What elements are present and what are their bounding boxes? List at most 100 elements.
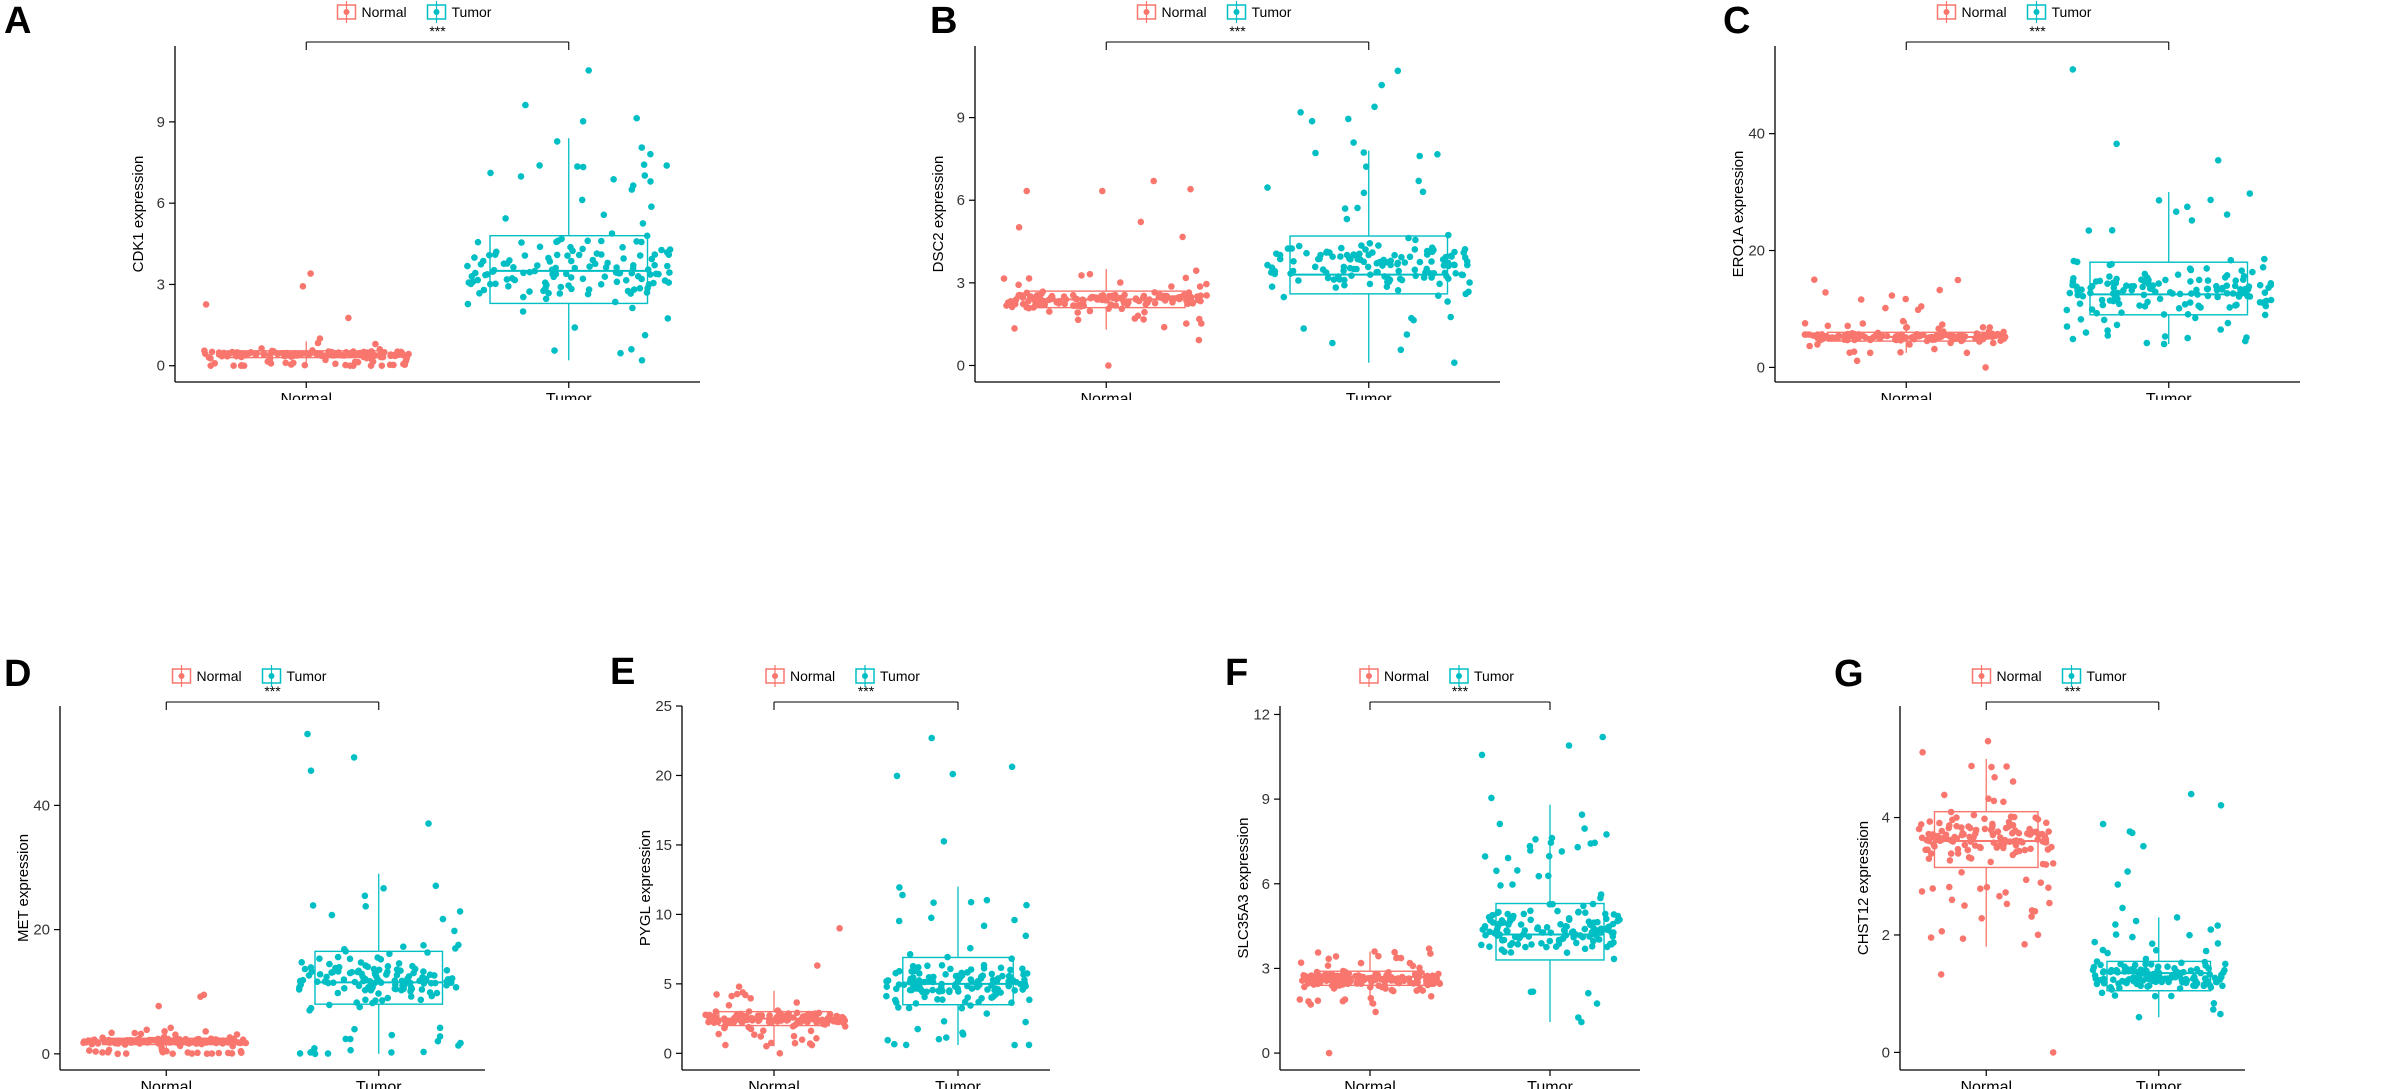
data-point — [1545, 872, 1552, 880]
data-point — [999, 972, 1006, 980]
data-point — [477, 261, 485, 268]
data-point — [940, 838, 948, 845]
data-point — [1426, 270, 1434, 277]
data-point — [1077, 303, 1085, 310]
data-point — [1972, 335, 1979, 342]
data-point — [1989, 831, 1997, 839]
data-point — [1389, 976, 1397, 983]
data-point — [2106, 273, 2113, 280]
data-point — [2032, 814, 2039, 821]
data-point — [567, 274, 575, 281]
data-point — [432, 882, 440, 890]
data-point — [531, 267, 539, 275]
data-point — [1290, 258, 1297, 265]
x-tick-label-tumor: Tumor — [2136, 1079, 2182, 1089]
legend-label-tumor: Tumor — [287, 668, 327, 684]
data-point — [893, 772, 901, 780]
data-point — [520, 269, 527, 277]
data-point — [2219, 284, 2226, 292]
data-point — [1343, 215, 1351, 223]
data-point — [562, 270, 570, 278]
data-point — [1151, 289, 1158, 296]
data-point — [1011, 325, 1018, 332]
data-point — [967, 944, 974, 952]
legend: Normal Tumor — [171, 665, 327, 687]
data-point — [1801, 320, 1809, 327]
data-point — [1604, 924, 1611, 932]
data-point — [1998, 333, 2006, 341]
data-point — [2131, 975, 2139, 983]
data-point — [815, 1009, 823, 1017]
data-point — [1394, 287, 1402, 294]
data-point — [99, 1049, 106, 1056]
data-point — [1585, 989, 1592, 997]
data-point — [638, 357, 646, 364]
data-point — [334, 989, 342, 997]
data-point — [1968, 762, 1975, 770]
data-point — [949, 770, 957, 778]
y-tick-label: 0 — [42, 1046, 50, 1063]
data-point — [2100, 968, 2107, 975]
data-point — [1945, 824, 1952, 832]
data-point — [1555, 940, 1563, 948]
data-point — [900, 981, 908, 988]
data-point — [1985, 328, 1993, 335]
box-iqr — [314, 950, 444, 1005]
data-point — [350, 754, 358, 761]
data-point — [2227, 256, 2235, 264]
data-point — [1897, 349, 1904, 356]
data-point — [1143, 296, 1150, 304]
x-tick-label-normal: Normal — [748, 1079, 800, 1089]
data-point — [1959, 336, 1966, 344]
data-point — [928, 914, 935, 922]
legend-label-normal: Normal — [362, 4, 407, 20]
data-point — [1264, 184, 1271, 191]
data-point — [122, 1050, 130, 1057]
data-point — [1558, 848, 1566, 855]
data-point — [1203, 280, 1210, 288]
data-point — [1882, 304, 1889, 312]
data-point — [1369, 1000, 1377, 1007]
data-point — [2099, 301, 2107, 309]
data-point — [1463, 258, 1471, 265]
data-point — [2119, 904, 2126, 912]
data-point — [1514, 867, 1521, 874]
data-point — [1521, 927, 1529, 934]
data-point — [1547, 929, 1555, 936]
data-point — [1019, 965, 1026, 973]
data-point — [1573, 939, 1580, 947]
data-point — [431, 979, 439, 987]
data-point — [2143, 339, 2151, 347]
data-point — [1939, 835, 1946, 842]
data-point — [1160, 323, 1168, 331]
data-point — [137, 1030, 145, 1038]
data-point — [1388, 986, 1396, 994]
data-point — [1538, 940, 1545, 947]
data-point — [1296, 996, 1304, 1003]
data-point — [1339, 981, 1346, 988]
data-point — [638, 238, 645, 246]
data-point — [2207, 982, 2214, 990]
legend: Normal Tumor — [1359, 665, 1514, 687]
data-point — [1482, 931, 1489, 939]
data-point — [2267, 296, 2275, 304]
data-point — [896, 884, 903, 891]
data-point — [2204, 292, 2212, 300]
data-point — [710, 1019, 718, 1026]
data-point — [328, 969, 335, 976]
data-point — [1039, 288, 1047, 296]
data-point — [579, 118, 587, 125]
points-normal — [1000, 177, 1210, 369]
data-point — [1893, 332, 1901, 340]
data-point — [1350, 139, 1357, 146]
data-point — [400, 943, 407, 950]
data-point — [2093, 980, 2101, 988]
data-point — [934, 996, 941, 1003]
points-tumor — [1264, 67, 1473, 367]
data-point — [1074, 316, 1082, 324]
data-point — [1381, 273, 1388, 280]
data-point — [774, 1007, 782, 1014]
data-point — [1500, 936, 1508, 944]
data-point — [1527, 907, 1534, 915]
significance-bracket: *** — [773, 683, 959, 710]
